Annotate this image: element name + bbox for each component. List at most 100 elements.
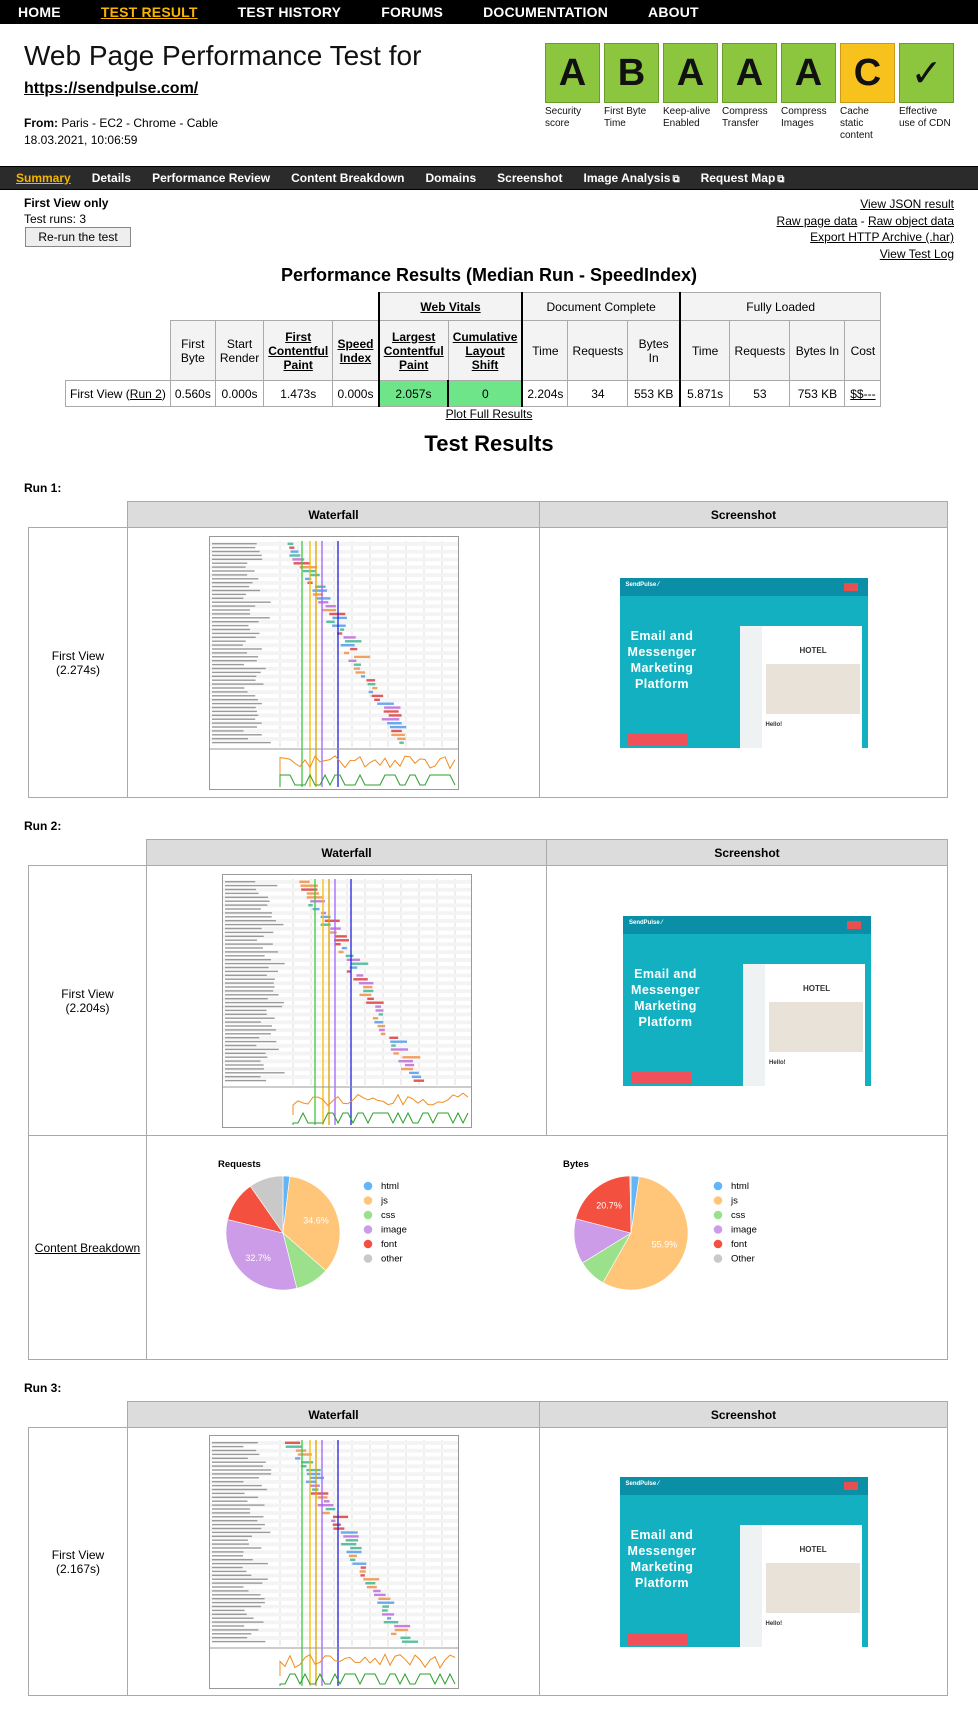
run-3-table: Waterfall Screenshot First View (2.167s) …	[28, 1401, 948, 1696]
legend-label: css	[381, 1210, 396, 1221]
waterfall-header: Waterfall	[146, 839, 547, 866]
grade-cache-static[interactable]: C Cache static content	[840, 43, 895, 142]
col-speed-index: Speed Index	[332, 320, 380, 381]
test-runs-count: Test runs: 3	[24, 212, 87, 226]
speed-index-link[interactable]: Speed Index	[337, 336, 374, 365]
nav-home[interactable]: HOME	[18, 4, 61, 20]
pie-slice-other[interactable]	[249, 1175, 284, 1234]
grade-letter: A	[722, 43, 777, 103]
col-cost: Cost	[844, 320, 882, 381]
tab-request-map[interactable]: Request Map ⧉	[701, 171, 785, 185]
tab-label: Image Analysis	[583, 171, 671, 185]
waterfall-thumbnail[interactable]	[221, 873, 472, 1128]
tab-content-breakdown[interactable]: Content Breakdown	[291, 171, 405, 185]
grade-compress-transfer[interactable]: A Compress Transfer	[722, 43, 777, 142]
legend-dot	[713, 1225, 723, 1234]
value-doc-bytes: 553 KB	[627, 380, 681, 407]
legend-label: css	[731, 1210, 746, 1221]
screenshot-cta-button	[627, 1632, 688, 1645]
waterfall-header: Waterfall	[127, 1401, 540, 1428]
screenshot-hotel-text: HOTEL	[799, 1544, 827, 1554]
cost-link[interactable]: $$---	[850, 386, 876, 401]
blank-cell	[28, 839, 147, 866]
grade-label: First Byte Time	[604, 106, 647, 129]
tab-screenshot[interactable]: Screenshot	[497, 171, 563, 185]
screenshot-cta-button	[631, 1071, 691, 1084]
grade-letter: A	[781, 43, 836, 103]
sub-nav: Summary Details Performance Review Conte…	[0, 166, 978, 190]
grade-compress-images[interactable]: A Compress Images	[781, 43, 836, 142]
from-value: Paris - EC2 - Chrome - Cable	[61, 116, 219, 130]
run-link[interactable]: Run 2	[129, 386, 162, 401]
screenshot-thumbnail[interactable]: SendPulse ⁄ Email and Messenger Marketing Pl…	[623, 915, 871, 1086]
grade-keep-alive[interactable]: A Keep-alive Enabled	[663, 43, 718, 142]
external-link-icon: ⧉	[777, 174, 785, 185]
cls-link[interactable]: Cumulative Layout Shift	[452, 329, 518, 372]
screenshot-thumbnail[interactable]: SendPulse ⁄ Email and Messenger Marketing Pl…	[619, 577, 868, 748]
web-vitals-link[interactable]: Web Vitals	[420, 299, 481, 314]
nav-test-history[interactable]: TEST HISTORY	[237, 4, 342, 20]
view-cell: First View (2.204s)	[28, 865, 147, 1136]
export-har-link[interactable]: Export HTTP Archive (.har)	[810, 230, 954, 244]
pie-slice-other[interactable]	[629, 1175, 632, 1234]
legend-dot	[363, 1181, 373, 1191]
tab-label: Request Map	[700, 171, 776, 185]
screenshot-thumbnail[interactable]: SendPulse ⁄ Email and Messenger Marketing Pl…	[619, 1476, 868, 1647]
tab-domains[interactable]: Domains	[425, 171, 477, 185]
content-breakdown-cell: Content Breakdown	[28, 1135, 147, 1360]
document-complete-header: Document Complete	[521, 292, 681, 321]
value-start-render: 0.000s	[214, 380, 265, 407]
legend-label: js	[730, 1196, 738, 1207]
nav-forums[interactable]: FORUMS	[381, 4, 444, 20]
screenshot-cta-button	[627, 733, 688, 746]
blank-cell	[28, 1401, 128, 1428]
legend-dot	[713, 1239, 723, 1249]
grade-first-byte[interactable]: B First Byte Time	[604, 43, 659, 142]
value-cls: 0	[447, 380, 524, 407]
screenshot-hello-text: Hello!	[765, 1620, 783, 1627]
plot-full-results-link[interactable]: Plot Full Results	[445, 407, 533, 421]
view-cell: First View (2.167s)	[28, 1427, 128, 1696]
nav-test-result[interactable]: TEST RESULT	[100, 4, 198, 20]
result-links: View JSON result Raw page data - Raw obj…	[777, 196, 954, 262]
tab-summary[interactable]: Summary	[16, 171, 71, 185]
pie-slice-image[interactable]	[225, 1219, 298, 1291]
tested-url-link[interactable]: https://sendpulse.com/	[24, 80, 199, 97]
fcp-link[interactable]: First Contentful Paint	[268, 329, 329, 372]
raw-page-data-link[interactable]: Raw page data	[776, 213, 858, 228]
lcp-link[interactable]: Largest Contentful Paint	[383, 329, 444, 372]
view-time: (2.167s)	[55, 1561, 101, 1576]
view-test-log-link[interactable]: View Test Log	[879, 246, 954, 261]
screenshot-preview-card: HOTEL Hello!	[739, 1524, 862, 1647]
tab-image-analysis[interactable]: Image Analysis ⧉	[584, 171, 680, 185]
pie-slice-js[interactable]	[602, 1176, 689, 1291]
view-json-link[interactable]: View JSON result	[860, 197, 954, 211]
rerun-test-button[interactable]: Re-run the test	[25, 227, 131, 247]
content-breakdown-link[interactable]: Content Breakdown	[34, 1240, 141, 1255]
legend-label: font	[381, 1239, 397, 1250]
waterfall-thumbnail[interactable]	[208, 535, 459, 790]
screenshot-brand: SendPulse ⁄	[625, 1480, 659, 1487]
screenshot-cell: SendPulse ⁄ Email and Messenger Marketing Pl…	[546, 865, 948, 1136]
grade-cdn[interactable]: ✓ Effective use of CDN	[899, 43, 954, 142]
waterfall-thumbnail[interactable]	[208, 1434, 459, 1689]
blank-cell	[28, 501, 128, 528]
pie-slice-font[interactable]	[575, 1175, 632, 1234]
grade-security[interactable]: A Security score	[545, 43, 600, 142]
screenshot-hotel-text: HOTEL	[803, 983, 831, 993]
nav-documentation[interactable]: DOCUMENTATION	[483, 4, 609, 20]
view-cell: First View (2.274s)	[28, 527, 128, 798]
screenshot-hello-text: Hello!	[765, 721, 783, 728]
from-label: From:	[24, 116, 58, 130]
col-doc-requests: Requests	[567, 320, 629, 381]
legend-label: font	[731, 1239, 747, 1250]
raw-object-data-link[interactable]: Raw object data	[867, 213, 954, 228]
nav-about[interactable]: ABOUT	[648, 4, 699, 20]
pie-slice-js[interactable]	[282, 1176, 341, 1272]
screenshot-hotel-text: HOTEL	[799, 645, 827, 655]
first-view-only-label: First View only	[24, 196, 109, 210]
pie-data-label: 34.6%	[303, 1215, 329, 1225]
value-full-bytes: 753 KB	[789, 380, 846, 407]
tab-details[interactable]: Details	[91, 171, 132, 185]
tab-performance-review[interactable]: Performance Review	[152, 171, 271, 185]
